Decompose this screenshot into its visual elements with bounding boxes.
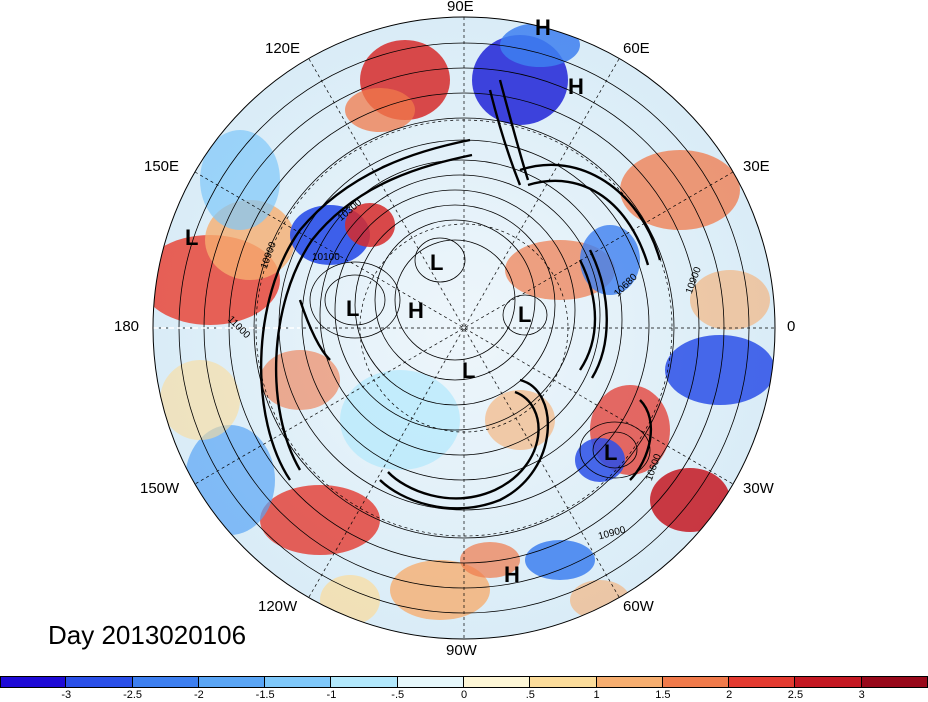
- colorbar-swatch: [265, 676, 332, 688]
- low-center: L: [430, 250, 444, 275]
- lon-label-60w: 60W: [623, 598, 654, 615]
- colorbar-swatch: [331, 676, 398, 688]
- high-center: H: [504, 562, 520, 587]
- colorbar-swatch: [397, 676, 464, 688]
- colorbar-swatch: [596, 676, 663, 688]
- colorbar-swatch: [132, 676, 199, 688]
- colorbar-swatch: [662, 676, 730, 688]
- lon-label-120e: 120E: [265, 40, 301, 57]
- lon-label-180: 180: [114, 318, 140, 335]
- low-center: L: [604, 440, 618, 465]
- lon-label-150e: 150E: [144, 158, 180, 175]
- lon-label-30w: 30W: [743, 480, 774, 497]
- colorbar-swatch: [729, 676, 796, 688]
- lon-label-60e: 60E: [623, 40, 650, 57]
- colorbar-tick-label: -3: [61, 689, 72, 701]
- lon-label-30e: 30E: [743, 158, 770, 175]
- high-center: H: [408, 298, 424, 323]
- lon-label-90e: 90E: [447, 0, 474, 15]
- colorbar: [0, 676, 928, 688]
- high-center: H: [535, 15, 551, 40]
- colorbar-tick-label: 0: [460, 689, 468, 701]
- colorbar-swatch: [861, 676, 928, 688]
- low-center: L: [185, 225, 199, 250]
- colorbar-tick-label: -1: [326, 689, 337, 701]
- low-center: L: [518, 302, 532, 327]
- colorbar-tick-label: 2.5: [787, 689, 804, 701]
- contour-label: 10100: [312, 252, 340, 263]
- colorbar-swatch: [66, 676, 133, 688]
- lon-label-120w: 120W: [258, 598, 298, 615]
- jet-contours: [259, 79, 662, 510]
- colorbar-tick-label: 1.5: [655, 689, 671, 701]
- lon-label-0: 0: [787, 318, 796, 335]
- colorbar-tick-label: -1.5: [255, 689, 275, 701]
- colorbar-tick-label: -2.5: [123, 689, 143, 701]
- colorbar-swatch: [198, 676, 266, 688]
- colorbar-tick-label: 3: [858, 689, 865, 701]
- date-label: Day 2013020106: [48, 620, 247, 650]
- lon-label-150w: 150W: [140, 480, 180, 497]
- low-center: L: [346, 296, 360, 321]
- colorbar-swatch: [530, 676, 597, 688]
- colorbar-tick-label: -2: [193, 689, 204, 701]
- colorbar-swatch: [0, 676, 67, 688]
- colorbar-tick-label: 2: [726, 689, 733, 701]
- low-center: L: [462, 358, 476, 383]
- colorbar-tick-label: 1: [593, 689, 600, 701]
- map-border: [152, 16, 776, 640]
- graticule: [153, 17, 775, 639]
- colorbar-tick-label: .5: [525, 689, 535, 701]
- lon-label-90w: 90W: [446, 642, 477, 659]
- colorbar-swatch: [463, 676, 531, 688]
- colorbar-swatch: [795, 676, 862, 688]
- high-center: H: [568, 74, 584, 99]
- colorbar-tick-label: -.5: [391, 689, 405, 701]
